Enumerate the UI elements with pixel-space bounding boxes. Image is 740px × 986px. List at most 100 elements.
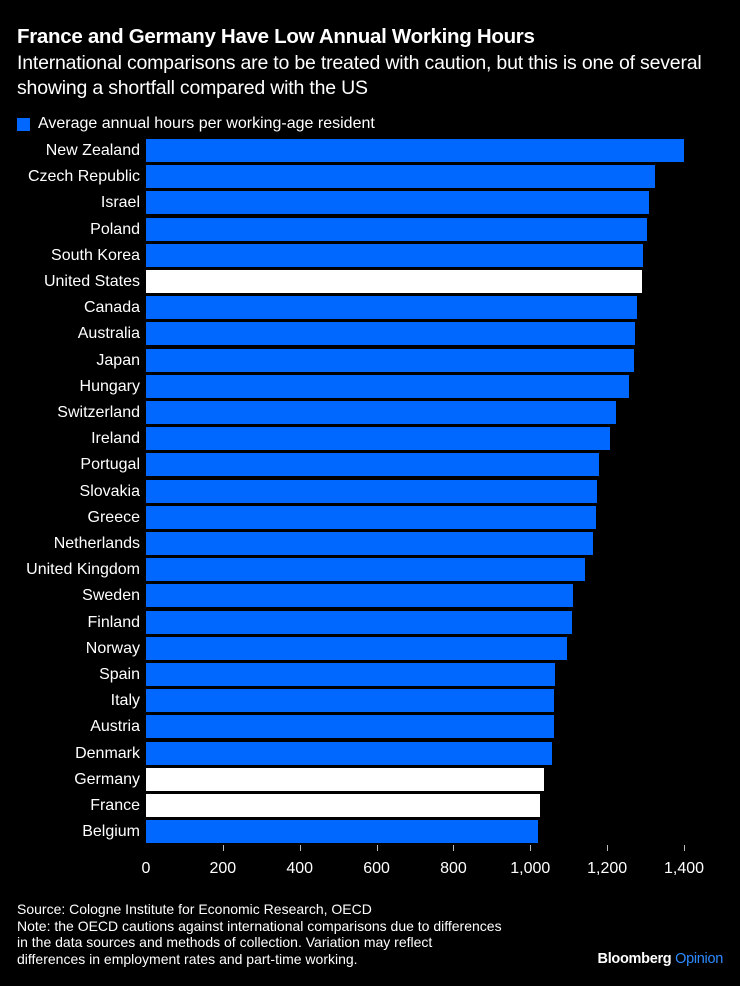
x-tick-label: 600 bbox=[363, 860, 390, 877]
category-label: Germany bbox=[74, 770, 140, 788]
category-label: Switzerland bbox=[57, 404, 140, 421]
bar-row: Sweden bbox=[0, 584, 740, 608]
bar-row: United States bbox=[0, 270, 740, 293]
bar-row: Denmark bbox=[0, 741, 740, 765]
bar bbox=[146, 322, 635, 346]
bloomberg-opinion-logo: Bloomberg Opinion bbox=[597, 951, 724, 967]
bar bbox=[146, 505, 596, 529]
bar-row: Spain bbox=[0, 663, 740, 686]
note-line-3: differences in employment rates and part… bbox=[17, 950, 358, 967]
footer-notes: Source: Cologne Institute for Economic R… bbox=[17, 901, 617, 967]
bar-row: Austria bbox=[0, 715, 740, 739]
category-label: France bbox=[90, 797, 140, 814]
category-label: Poland bbox=[90, 220, 140, 238]
category-label: Israel bbox=[100, 194, 140, 212]
category-label: Japan bbox=[96, 351, 140, 369]
bar bbox=[146, 270, 643, 293]
x-tick-label: 1,200 bbox=[587, 860, 628, 877]
bar bbox=[146, 558, 585, 582]
category-label: Denmark bbox=[75, 744, 140, 762]
bar-row: Greece bbox=[0, 505, 740, 529]
x-tick bbox=[684, 845, 685, 851]
bar-row: France bbox=[0, 794, 740, 817]
category-label: Portugal bbox=[80, 456, 140, 474]
chart-subtitle: International comparisons are to be trea… bbox=[17, 52, 702, 99]
bar bbox=[146, 636, 568, 660]
bar-row: Norway bbox=[0, 636, 740, 660]
bar-row: Italy bbox=[0, 689, 740, 713]
bar-row: Canada bbox=[0, 296, 740, 320]
category-label: Ireland bbox=[91, 430, 140, 448]
category-label: Greece bbox=[87, 508, 140, 526]
x-tick bbox=[530, 845, 532, 851]
category-label: New Zealand bbox=[45, 142, 140, 159]
bar-row: Czech Republic bbox=[0, 165, 740, 189]
bar bbox=[146, 139, 684, 162]
category-label: Italy bbox=[110, 692, 140, 710]
legend-label: Average annual hours per working-age res… bbox=[38, 115, 375, 132]
x-tick-label: 0 bbox=[141, 860, 151, 877]
source-text: Source: Cologne Institute for Economic R… bbox=[17, 901, 372, 917]
bar bbox=[146, 191, 650, 215]
x-tick bbox=[607, 845, 609, 851]
bar bbox=[146, 584, 573, 608]
bar bbox=[146, 427, 610, 451]
bar-row: Australia bbox=[0, 322, 740, 346]
bar bbox=[146, 610, 573, 634]
bar-row: Switzerland bbox=[0, 401, 740, 424]
note-line-2: in the data sources and methods of colle… bbox=[17, 934, 433, 950]
bar bbox=[146, 663, 555, 686]
bar bbox=[146, 820, 538, 844]
brand-main: Bloomberg bbox=[597, 951, 672, 967]
bar bbox=[146, 165, 656, 189]
x-tick-label: 400 bbox=[286, 860, 314, 877]
bar bbox=[146, 401, 616, 424]
x-tick bbox=[453, 845, 455, 851]
category-label: Austria bbox=[90, 718, 140, 736]
legend: Average annual hours per working-age res… bbox=[17, 115, 375, 133]
bar-row: Portugal bbox=[0, 453, 740, 477]
category-label: Netherlands bbox=[53, 535, 140, 552]
note-line-1: Note: the OECD cautions against internat… bbox=[17, 917, 502, 934]
bar bbox=[146, 715, 555, 739]
brand-sub: Opinion bbox=[675, 951, 723, 967]
x-tick-label: 1,000 bbox=[510, 860, 551, 877]
x-axis: 0 200 400 600 800 1,000 1,200 1,400 bbox=[0, 845, 740, 885]
bar-row: Japan bbox=[0, 348, 740, 372]
bar-row: Belgium bbox=[0, 820, 740, 844]
x-tick-label: 1,400 bbox=[663, 860, 705, 877]
category-label: Finland bbox=[87, 613, 140, 631]
x-tick bbox=[222, 845, 224, 851]
x-tick-label: 200 bbox=[209, 860, 237, 877]
category-label: Norway bbox=[85, 639, 140, 657]
bar bbox=[146, 243, 644, 267]
bar bbox=[146, 217, 648, 241]
bar-row: Poland bbox=[0, 217, 740, 241]
category-label: Czech Republic bbox=[27, 168, 140, 186]
category-label: South Korea bbox=[51, 246, 140, 264]
bar-row: Ireland bbox=[0, 427, 740, 451]
x-tick bbox=[376, 845, 378, 851]
category-label: Sweden bbox=[82, 587, 140, 605]
bar bbox=[146, 532, 593, 555]
bar bbox=[146, 794, 540, 817]
bar bbox=[146, 689, 555, 713]
bar-row: United Kingdom bbox=[0, 558, 740, 582]
bar-row: Netherlands bbox=[0, 532, 740, 555]
x-tick bbox=[299, 845, 301, 851]
bar bbox=[146, 741, 552, 765]
bar bbox=[146, 453, 600, 477]
bar bbox=[146, 348, 635, 372]
bar-row: South Korea bbox=[0, 243, 740, 267]
category-label: Hungary bbox=[79, 377, 140, 395]
category-label: United Kingdom bbox=[26, 561, 140, 579]
bar bbox=[146, 479, 598, 503]
bar-row: Germany bbox=[0, 767, 740, 791]
category-label: Slovakia bbox=[79, 482, 140, 500]
category-label: Spain bbox=[99, 666, 140, 683]
category-label: United States bbox=[43, 273, 140, 290]
category-label: Australia bbox=[77, 325, 140, 343]
bar bbox=[146, 296, 638, 320]
x-tick-label: 800 bbox=[440, 860, 467, 877]
category-label: Canada bbox=[83, 299, 140, 317]
